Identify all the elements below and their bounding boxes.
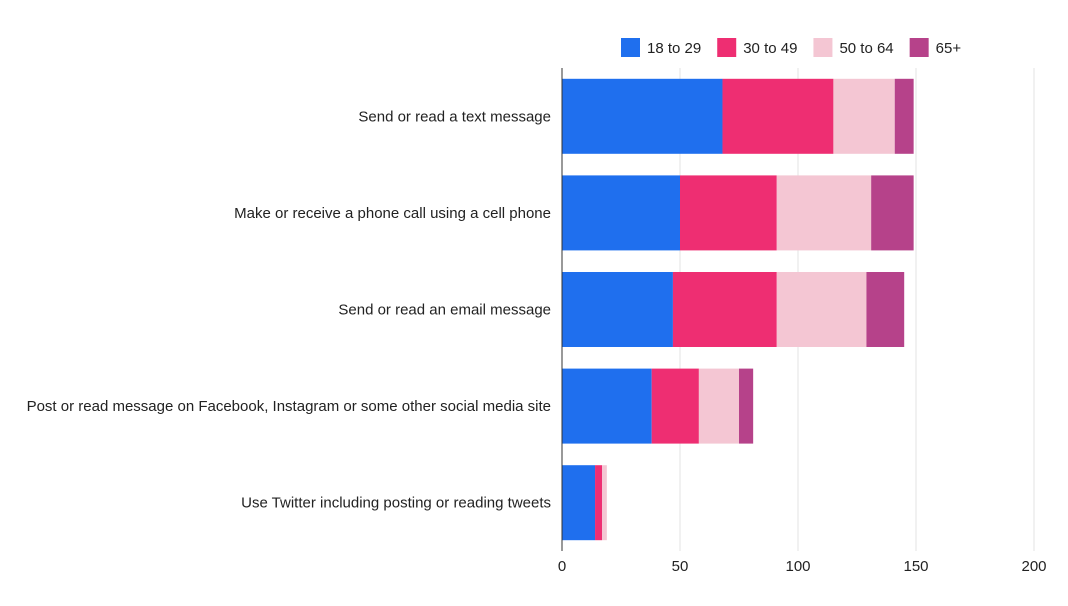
bar-segment-2-3[interactable]: [776, 175, 872, 251]
bar-segment-1-2[interactable]: [722, 78, 834, 154]
bar-segment-5-3[interactable]: [602, 465, 607, 541]
x-tick-label-0: 0: [558, 558, 566, 575]
bar-segment-3-4[interactable]: [866, 272, 905, 347]
bar-segment-4-4[interactable]: [739, 368, 754, 444]
bar-segment-4-2[interactable]: [651, 368, 699, 444]
legend-swatch-1: [621, 38, 640, 57]
bar-segment-2-1[interactable]: [562, 175, 680, 251]
category-label-3: Send or read an email message: [338, 302, 551, 319]
bar-segment-1-1[interactable]: [562, 78, 723, 154]
legend-swatch-3: [813, 38, 833, 57]
bars: [562, 78, 914, 541]
legend-swatch-4: [909, 38, 929, 57]
bar-segment-2-4[interactable]: [871, 175, 914, 251]
bar-segment-4-3[interactable]: [698, 368, 739, 444]
x-tick-label-150: 150: [903, 558, 928, 575]
legend-item-3[interactable]: 50 to 64: [813, 38, 894, 57]
category-label-1: Send or read a text message: [358, 108, 551, 125]
bar-segment-5-2[interactable]: [595, 465, 603, 541]
legend-label-3: 50 to 64: [839, 40, 893, 57]
bar-segment-1-4[interactable]: [894, 78, 914, 154]
legend-item-2[interactable]: 30 to 49: [717, 38, 797, 57]
category-label-4: Post or read message on Facebook, Instag…: [27, 398, 551, 415]
legend-label-2: 30 to 49: [743, 40, 797, 57]
bar-segment-3-1[interactable]: [562, 272, 673, 347]
x-tick-label-200: 200: [1021, 558, 1046, 575]
x-tick-label-100: 100: [785, 558, 810, 575]
category-labels: Send or read a text message Make or recei…: [27, 108, 551, 511]
category-label-2: Make or receive a phone call using a cel…: [234, 205, 551, 222]
bar-segment-1-3[interactable]: [833, 78, 895, 154]
x-tick-label-50: 50: [672, 558, 689, 575]
bar-segment-3-2[interactable]: [672, 272, 777, 347]
bar-segment-4-1[interactable]: [562, 368, 652, 444]
legend-label-1: 18 to 29: [647, 40, 701, 57]
bar-segment-5-1[interactable]: [562, 465, 596, 541]
legend: 18 to 29 30 to 49 50 to 64 65+: [621, 38, 961, 57]
category-label-5: Use Twitter including posting or reading…: [241, 495, 551, 512]
bar-segment-3-3[interactable]: [776, 272, 867, 347]
bar-segment-2-2[interactable]: [680, 175, 777, 251]
legend-item-4[interactable]: 65+: [909, 38, 962, 57]
legend-label-4: 65+: [936, 40, 962, 57]
x-axis: 0 50 100 150 200: [558, 68, 1047, 575]
legend-item-1[interactable]: 18 to 29: [621, 38, 701, 57]
legend-swatch-2: [717, 38, 737, 57]
